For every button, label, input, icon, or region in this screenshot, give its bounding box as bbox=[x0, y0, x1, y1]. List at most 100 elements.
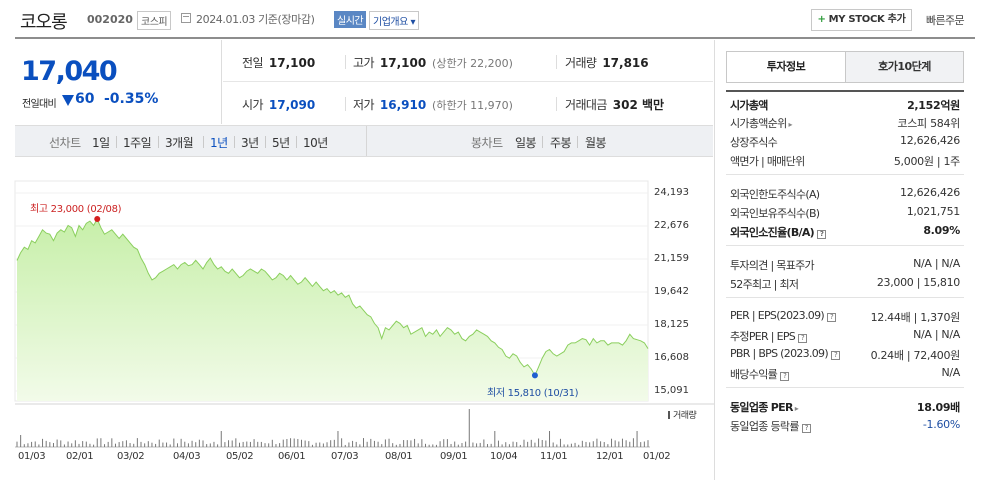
quick-order-link[interactable]: 빠른주문 bbox=[926, 14, 965, 27]
info-value: 18.09배 bbox=[916, 401, 960, 414]
low-price: 저가 16,910 (하한가 11,970) bbox=[353, 98, 513, 112]
volume-legend: 거래량 bbox=[668, 408, 697, 421]
stock-header: 코오롱 002020 코스피 2024.01.03 기준(장마감) 실시간 기업… bbox=[0, 0, 990, 39]
x-tick-label: 11/01 bbox=[540, 451, 568, 462]
x-tick-label: 10/04 bbox=[490, 451, 518, 462]
info-key: 시가총액 bbox=[730, 99, 768, 112]
info-value: 23,000 | 15,810 bbox=[876, 276, 960, 289]
x-tick-label: 01/03 bbox=[18, 451, 46, 462]
tab-order-book[interactable]: 호가10단계 bbox=[846, 52, 963, 82]
y-tick-label: 22,676 bbox=[654, 220, 689, 231]
info-row: 상장주식수 12,626,426 bbox=[726, 132, 964, 150]
info-key: PBR | BPS (2023.09)? bbox=[730, 347, 840, 360]
info-value: 0.24배 | 72,400원 bbox=[870, 349, 961, 362]
info-value: 2,152억원 bbox=[907, 99, 960, 112]
high-price: 고가 17,100 (상한가 22,200) bbox=[353, 56, 513, 70]
company-overview-dropdown[interactable]: 기업개요 ▾ bbox=[369, 11, 420, 30]
open-price: 시가 17,090 bbox=[242, 98, 316, 112]
realtime-button[interactable]: 실시간 bbox=[334, 11, 367, 28]
high-annotation: 최고 23,000 (02/08) bbox=[30, 204, 122, 215]
trade-amount: 거래대금 302 백만 bbox=[565, 98, 665, 112]
x-tick-label: 12/01 bbox=[596, 451, 624, 462]
info-key: 동일업종 PER ▸ bbox=[730, 401, 799, 414]
help-icon[interactable]: ? bbox=[780, 372, 790, 381]
tab-monthly[interactable]: 월봉 bbox=[585, 136, 607, 150]
info-key: 동일업종 등락률? bbox=[730, 418, 811, 434]
header-divider bbox=[15, 37, 975, 39]
price-chart-svg bbox=[14, 180, 714, 448]
chevron-right-icon[interactable]: ▸ bbox=[794, 404, 799, 413]
tab-investment-info[interactable]: 투자정보 bbox=[727, 52, 846, 82]
help-icon[interactable]: ? bbox=[801, 424, 811, 433]
price-change: 60 bbox=[75, 91, 95, 107]
info-row: 외국인보유주식수(B) 1,021,751 bbox=[726, 203, 964, 221]
company-overview-label: 기업개요 bbox=[373, 17, 408, 28]
info-value: N/A bbox=[941, 366, 960, 379]
y-tick-label: 24,193 bbox=[654, 187, 689, 198]
price-area bbox=[17, 219, 648, 401]
y-tick-label: 19,642 bbox=[654, 286, 689, 297]
x-tick-label: 04/03 bbox=[173, 451, 201, 462]
x-tick-label: 01/02 bbox=[643, 451, 671, 462]
help-icon[interactable]: ? bbox=[826, 313, 836, 322]
tab-3y[interactable]: 3년 bbox=[241, 136, 259, 150]
tab-weekly[interactable]: 주봉 bbox=[550, 136, 572, 150]
tab-daily[interactable]: 일봉 bbox=[515, 136, 537, 150]
info-row: 52주최고 | 최저 23,000 | 15,810 bbox=[726, 274, 964, 292]
info-key: 외국인소진율(B/A)? bbox=[730, 224, 826, 240]
tab-3m[interactable]: 3개월 bbox=[165, 136, 194, 150]
info-key: 추정PER | EPS? bbox=[730, 328, 808, 344]
info-value: -1.60% bbox=[922, 418, 960, 431]
x-tick-label: 06/01 bbox=[278, 451, 306, 462]
info-value: N/A | N/A bbox=[913, 257, 960, 270]
price-box: 17,040 전일대비 60 -0.35% bbox=[15, 40, 222, 124]
base-date: 2024.01.03 기준(장마감) bbox=[196, 13, 315, 26]
tab-1w[interactable]: 1주일 bbox=[123, 136, 152, 150]
change-rate: -0.35% bbox=[104, 91, 159, 107]
volume: 거래량 17,816 bbox=[565, 56, 649, 70]
info-row: 시가총액 2,152억원 bbox=[726, 95, 964, 113]
help-icon[interactable]: ? bbox=[798, 334, 808, 343]
price-line bbox=[16, 217, 649, 377]
info-row: PBR | BPS (2023.09)? 0.24배 | 72,400원 bbox=[726, 345, 964, 363]
y-tick-label: 15,091 bbox=[654, 385, 689, 396]
info-value: 12,626,426 bbox=[900, 186, 960, 199]
info-row: 외국인소진율(B/A)? 8.09% bbox=[726, 222, 964, 240]
tab-10y[interactable]: 10년 bbox=[303, 136, 328, 150]
info-value: N/A | N/A bbox=[913, 328, 960, 341]
x-tick-label: 08/01 bbox=[385, 451, 413, 462]
low-marker bbox=[531, 372, 538, 379]
panel-divider bbox=[714, 40, 715, 480]
info-key: 외국인한도주식수(A) bbox=[730, 188, 820, 201]
prev-close: 전일 17,100 bbox=[242, 56, 316, 70]
price-chart: 최고 23,000 (02/08) 최저 15,810 (10/31) 24,1… bbox=[0, 158, 714, 480]
x-tick-label: 03/02 bbox=[117, 451, 145, 462]
info-key: 시가총액순위 ▸ bbox=[730, 117, 793, 130]
calendar-icon bbox=[181, 13, 191, 23]
add-mystock-button[interactable]: + MY STOCK 추가 bbox=[811, 9, 912, 31]
help-icon[interactable]: ? bbox=[817, 230, 826, 239]
tab-1d[interactable]: 1일 bbox=[92, 136, 110, 150]
y-tick-label: 16,608 bbox=[654, 352, 689, 363]
plus-icon: + bbox=[817, 14, 826, 25]
info-key: 52주최고 | 최저 bbox=[730, 278, 799, 291]
info-key: PER | EPS(2023.09)? bbox=[730, 309, 836, 322]
info-value: 12.44배 | 1,370원 bbox=[870, 311, 961, 324]
stock-code: 002020 bbox=[87, 13, 133, 26]
market-badge: 코스피 bbox=[137, 11, 172, 30]
help-icon[interactable]: ? bbox=[830, 351, 840, 360]
info-divider bbox=[726, 174, 964, 175]
chevron-down-icon: ▾ bbox=[410, 17, 416, 28]
info-key: 액면가 | 매매단위 bbox=[730, 155, 805, 168]
info-key: 외국인보유주식수(B) bbox=[730, 207, 820, 220]
info-value: 12,626,426 bbox=[900, 134, 960, 147]
info-row: 시가총액순위 ▸ 코스피 584위 bbox=[726, 113, 964, 131]
info-divider bbox=[726, 297, 964, 298]
tab-5y[interactable]: 5년 bbox=[272, 136, 290, 150]
info-value: 8.09% bbox=[923, 224, 960, 237]
info-row: 배당수익률? N/A bbox=[726, 364, 964, 382]
chevron-right-icon[interactable]: ▸ bbox=[788, 120, 793, 129]
tab-1y[interactable]: 1년 bbox=[210, 136, 228, 150]
info-top-line bbox=[726, 90, 964, 92]
stock-name: 코오롱 bbox=[20, 12, 68, 33]
